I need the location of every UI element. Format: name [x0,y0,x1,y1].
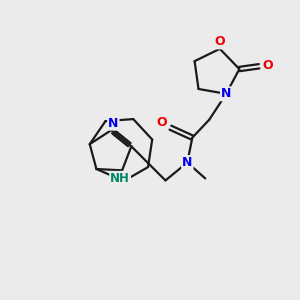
Text: O: O [214,35,225,48]
Text: N: N [182,156,193,169]
Text: N: N [221,87,231,100]
Text: N: N [108,117,119,130]
Text: O: O [262,58,273,71]
Text: O: O [156,116,167,129]
Text: NH: NH [110,172,130,185]
